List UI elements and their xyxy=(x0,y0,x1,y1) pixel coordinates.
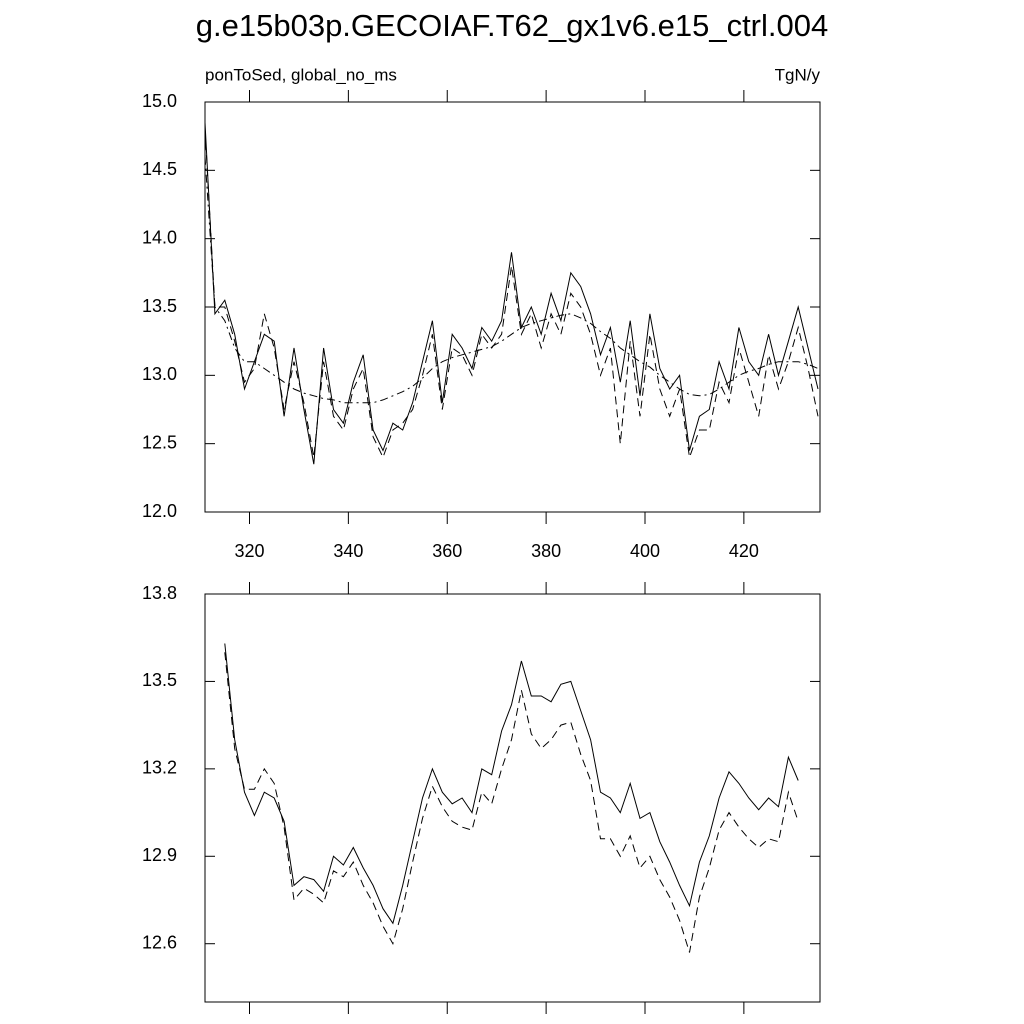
y-tick-label: 12.0 xyxy=(142,501,177,521)
plot-frame xyxy=(204,101,821,513)
y-tick-label: 13.8 xyxy=(142,583,177,603)
y-tick-label: 13.2 xyxy=(142,758,177,778)
y-tick-label: 14.0 xyxy=(142,227,177,247)
units: TgN/y xyxy=(775,65,821,84)
data-line xyxy=(224,643,799,925)
x-tick-label: 380 xyxy=(531,541,561,561)
x-tick-label: 420 xyxy=(729,541,759,561)
y-tick-label: 12.6 xyxy=(142,932,177,952)
y-tick-label: 12.5 xyxy=(142,432,177,452)
y-tick-label: 13.5 xyxy=(142,296,177,316)
y-tick-label: 14.5 xyxy=(142,159,177,179)
x-tick-label: 340 xyxy=(333,541,363,561)
subtitle: ponToSed, global_no_ms xyxy=(205,65,397,84)
x-tick-label: 360 xyxy=(432,541,462,561)
x-tick-label: 320 xyxy=(234,541,264,561)
y-tick-label: 15.0 xyxy=(142,91,177,111)
y-tick-label: 13.5 xyxy=(142,670,177,690)
data-line xyxy=(204,122,819,465)
chart-title: g.e15b03p.GECOIAF.T62_gx1v6.e15_ctrl.004 xyxy=(196,8,828,43)
data-line xyxy=(204,129,819,459)
data-line xyxy=(204,156,819,404)
data-line xyxy=(224,652,799,953)
y-tick-label: 13.0 xyxy=(142,364,177,384)
y-tick-label: 12.9 xyxy=(142,845,177,865)
plot-frame xyxy=(204,593,821,1003)
x-tick-label: 400 xyxy=(630,541,660,561)
